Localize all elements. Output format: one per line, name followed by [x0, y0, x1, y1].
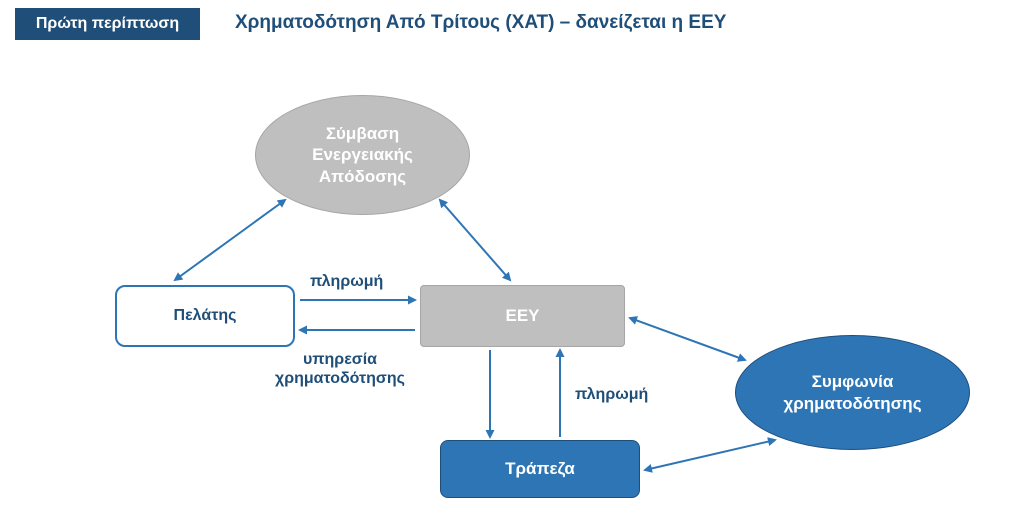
edge-eey-agreement — [630, 318, 745, 360]
node-contract-ellipse: ΣύμβασηΕνεργειακήςΑπόδοσης — [255, 95, 470, 215]
diagram-title: Χρηματοδότηση Από Τρίτους (ΧΑΤ) – δανείζ… — [235, 12, 726, 34]
case-badge: Πρώτη περίπτωση — [15, 8, 200, 40]
edge-bank-agreement — [645, 440, 775, 470]
diagram-title-text: Χρηματοδότηση Από Τρίτους (ΧΑΤ) – δανείζ… — [235, 12, 726, 33]
node-eey-rect: ΕΕΥ — [420, 285, 625, 347]
edge-label-payment-top: πληρωμή — [310, 272, 383, 291]
node-bank-rect: Τράπεζα — [440, 440, 640, 498]
diagram-canvas: Πρώτη περίπτωση Χρηματοδότηση Από Τρίτου… — [0, 0, 1024, 531]
edge-label-payment-right: πληρωμή — [575, 385, 648, 404]
node-agreement-ellipse: Συμφωνίαχρηματοδότησης — [735, 335, 970, 450]
edge-label-service: υπηρεσίαχρηματοδότησης — [275, 350, 405, 388]
node-client-rect: Πελάτης — [115, 285, 295, 347]
edge-contract-eey — [440, 200, 510, 280]
edge-contract-client — [175, 200, 285, 280]
case-badge-text: Πρώτη περίπτωση — [36, 15, 179, 33]
